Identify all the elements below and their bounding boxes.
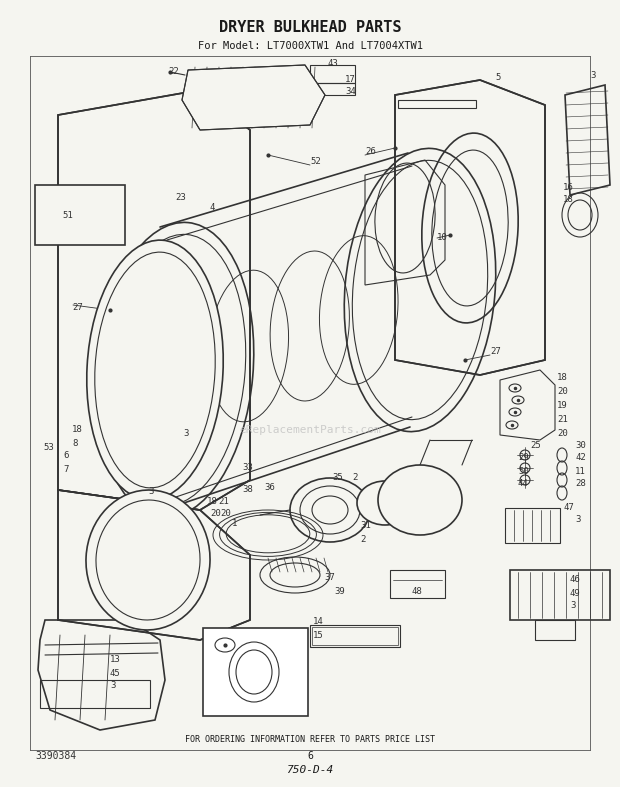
Bar (312, 627, 398, 645)
Text: 25: 25 (530, 441, 541, 449)
Text: 26: 26 (365, 147, 376, 157)
Text: 38: 38 (242, 486, 253, 494)
Text: 31: 31 (360, 522, 371, 530)
Text: 48: 48 (412, 588, 423, 597)
Bar (315, 83, 355, 95)
Text: 49: 49 (570, 589, 581, 597)
Polygon shape (58, 90, 250, 510)
Text: 39: 39 (334, 588, 345, 597)
Text: 23: 23 (175, 194, 186, 202)
Text: 13: 13 (110, 656, 121, 664)
Text: 3: 3 (183, 428, 188, 438)
Text: 22: 22 (168, 68, 179, 76)
Polygon shape (58, 490, 250, 640)
Text: 3: 3 (575, 515, 580, 524)
Bar (535, 620, 575, 640)
Text: 3: 3 (110, 682, 115, 690)
Text: For Model: LT7000XTW1 And LT7004XTW1: For Model: LT7000XTW1 And LT7004XTW1 (198, 41, 422, 51)
Text: 51: 51 (62, 210, 73, 220)
Text: eReplacementParts.com: eReplacementParts.com (239, 425, 381, 435)
Text: 6: 6 (307, 751, 313, 761)
Text: 3: 3 (148, 487, 153, 497)
Bar (310, 65, 355, 83)
Polygon shape (182, 65, 325, 130)
Text: 30: 30 (575, 441, 586, 449)
Text: 53: 53 (43, 444, 54, 453)
Text: 50: 50 (518, 467, 529, 475)
Text: 3: 3 (590, 71, 595, 79)
Text: 27: 27 (490, 348, 501, 357)
Ellipse shape (357, 481, 413, 525)
Text: 43: 43 (328, 60, 339, 68)
Text: 18: 18 (72, 426, 82, 434)
Bar (390, 570, 445, 598)
Text: 18: 18 (207, 497, 218, 505)
Bar (510, 570, 610, 620)
Text: 3: 3 (570, 601, 575, 611)
Text: FOR ORDERING INFORMATION REFER TO PARTS PRICE LIST: FOR ORDERING INFORMATION REFER TO PARTS … (185, 736, 435, 745)
Text: 20: 20 (210, 509, 221, 519)
Bar (310, 625, 400, 647)
Text: 18: 18 (557, 374, 568, 382)
Text: 27: 27 (72, 304, 82, 312)
Text: 35: 35 (332, 474, 343, 482)
Text: 29: 29 (518, 453, 529, 463)
Text: DRYER BULKHEAD PARTS: DRYER BULKHEAD PARTS (219, 20, 401, 35)
Text: 3390384: 3390384 (35, 751, 76, 761)
Text: 17: 17 (345, 75, 356, 83)
Bar (35, 185, 125, 245)
Text: 20: 20 (557, 430, 568, 438)
Text: 21: 21 (557, 416, 568, 424)
Text: 52: 52 (310, 157, 321, 167)
Bar (40, 680, 150, 708)
Text: 42: 42 (575, 453, 586, 463)
Text: 21: 21 (218, 497, 229, 505)
Ellipse shape (87, 240, 223, 500)
Text: 15: 15 (313, 630, 324, 640)
Bar (505, 508, 560, 543)
Text: 1: 1 (232, 519, 237, 529)
Bar (203, 628, 308, 716)
Text: 14: 14 (313, 618, 324, 626)
Text: 10: 10 (437, 232, 448, 242)
Text: 45: 45 (110, 668, 121, 678)
Text: 2: 2 (352, 474, 357, 482)
Text: 7: 7 (63, 464, 68, 474)
Text: 11: 11 (575, 467, 586, 475)
Text: 37: 37 (324, 574, 335, 582)
Text: 36: 36 (264, 482, 275, 492)
Bar (398, 100, 476, 108)
Text: 16: 16 (563, 183, 574, 191)
Text: 4: 4 (210, 202, 215, 212)
Text: 33: 33 (242, 463, 253, 471)
Text: 44: 44 (518, 478, 529, 487)
Text: 19: 19 (557, 401, 568, 411)
Text: 6: 6 (63, 452, 68, 460)
Text: 2: 2 (360, 534, 365, 544)
Text: 46: 46 (570, 575, 581, 585)
Text: 34: 34 (345, 87, 356, 97)
Text: 47: 47 (563, 504, 574, 512)
Polygon shape (395, 80, 545, 375)
Text: 18: 18 (563, 194, 574, 204)
Ellipse shape (378, 465, 462, 535)
Text: 20: 20 (220, 509, 231, 519)
Text: 20: 20 (557, 387, 568, 397)
Text: 28: 28 (575, 478, 586, 487)
Ellipse shape (86, 490, 210, 630)
Text: 5: 5 (495, 73, 500, 83)
Text: 8: 8 (72, 438, 78, 448)
Text: 750-D-4: 750-D-4 (286, 765, 334, 775)
